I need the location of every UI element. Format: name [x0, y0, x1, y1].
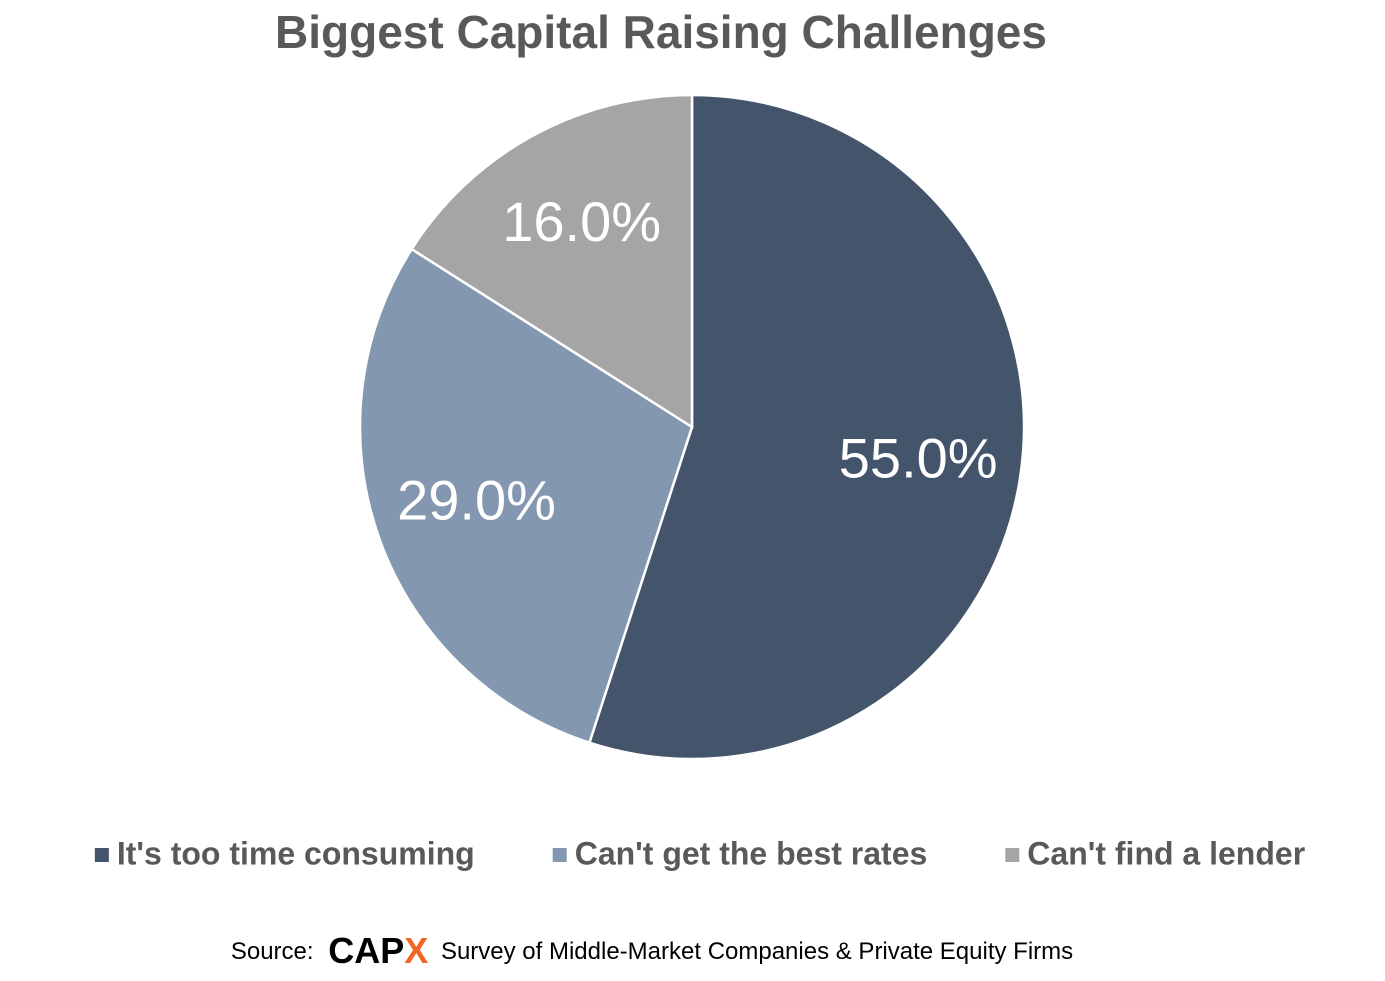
legend-label: Can't get the best rates	[575, 835, 928, 871]
data-label: 29.0%	[397, 468, 556, 531]
data-label: 55.0%	[839, 427, 998, 490]
legend-swatch	[1005, 848, 1020, 862]
brand-accent: X	[404, 930, 428, 971]
legend-label: Can't find a lender	[1027, 835, 1305, 871]
legend-label: It's too time consuming	[117, 835, 475, 871]
pie-slice	[358, 247, 694, 745]
chart-title: Biggest Capital Raising Challenges	[275, 6, 1047, 58]
pie-slice	[587, 93, 1026, 761]
source-note: Source: CAPX Survey of Middle-Market Com…	[231, 930, 1073, 971]
brand-main: CAP	[328, 930, 404, 971]
legend-swatch	[552, 848, 567, 862]
data-label: 16.0%	[502, 190, 661, 253]
legend-swatch	[94, 848, 109, 862]
pie-slice	[409, 93, 694, 430]
source-text: Survey of Middle-Market Companies & Priv…	[441, 938, 1073, 965]
source-prefix: Source:	[231, 938, 314, 965]
